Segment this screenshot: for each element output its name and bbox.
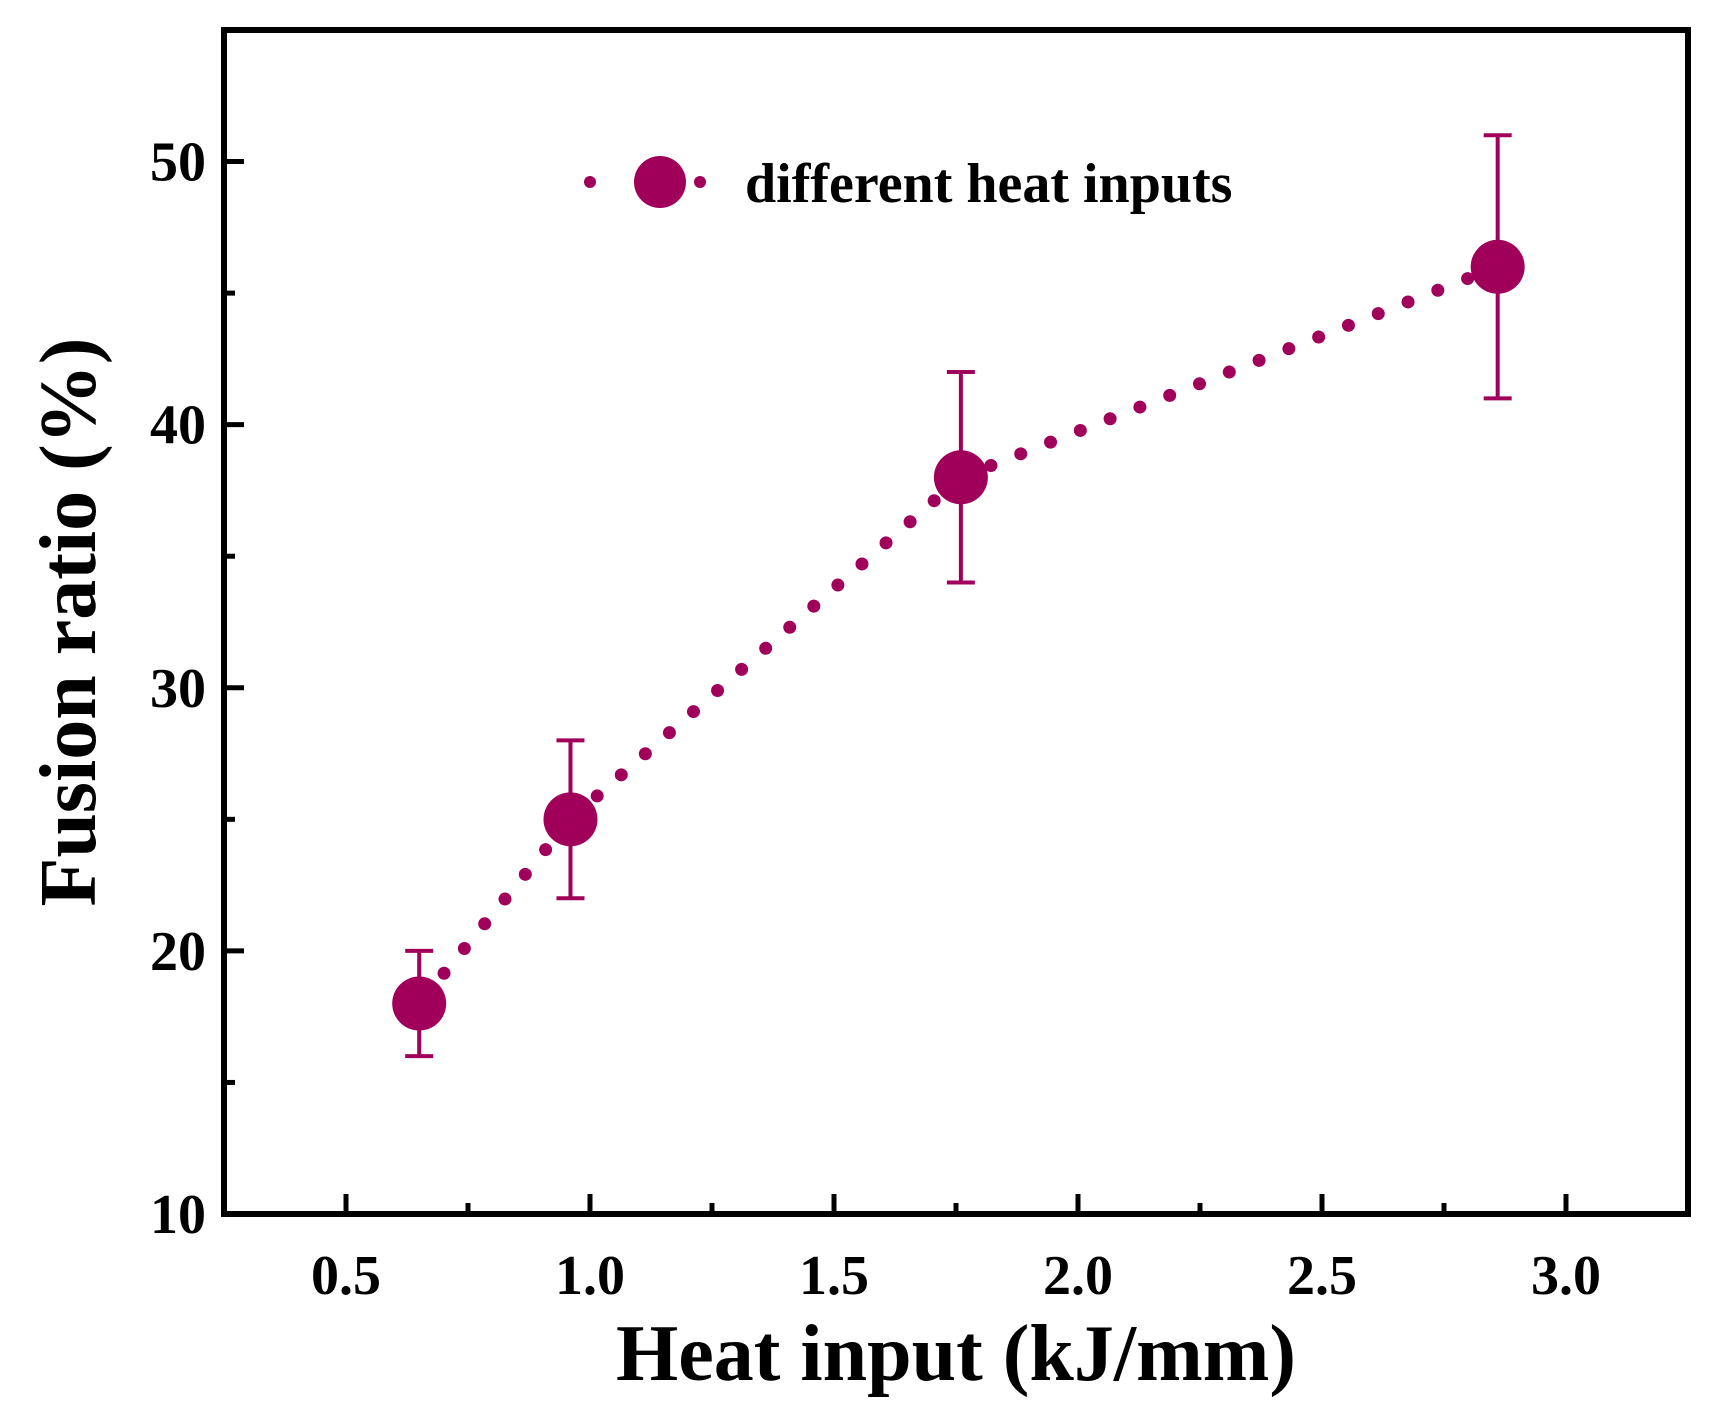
series-line-dot bbox=[1192, 377, 1206, 391]
y-tick-label: 40 bbox=[150, 395, 206, 457]
series-line-dot bbox=[518, 867, 532, 881]
y-tick-label: 30 bbox=[150, 658, 206, 720]
series-line-dot bbox=[1461, 272, 1475, 286]
series-line-dot bbox=[855, 557, 869, 571]
series-line-dot bbox=[437, 966, 451, 980]
y-tick-label: 20 bbox=[150, 921, 206, 983]
series-line-dot bbox=[984, 458, 998, 472]
x-tick-label: 0.5 bbox=[311, 1245, 381, 1307]
legend-label: different heat inputs bbox=[745, 153, 1232, 215]
series-line-dot bbox=[662, 726, 676, 740]
series-line-dot bbox=[498, 892, 512, 906]
legend-dot-right bbox=[694, 176, 706, 188]
series-line-dot bbox=[735, 662, 749, 676]
series-line-dot bbox=[1401, 295, 1415, 309]
series-line-dot bbox=[1073, 423, 1087, 437]
series-line-dot bbox=[807, 599, 821, 613]
series-line-dot bbox=[831, 578, 845, 592]
x-tick-label: 1.5 bbox=[799, 1245, 869, 1307]
y-tick-label: 50 bbox=[150, 132, 206, 194]
x-tick-label: 1.0 bbox=[555, 1245, 625, 1307]
series-line-dot bbox=[1282, 342, 1296, 356]
series-line-dot bbox=[1431, 283, 1445, 297]
series-layer bbox=[392, 133, 1525, 1059]
data-point bbox=[1470, 239, 1525, 294]
series-line-dot bbox=[1103, 412, 1117, 426]
data-point bbox=[392, 976, 447, 1031]
series-line-dot bbox=[783, 620, 797, 634]
series-line-dot bbox=[457, 942, 471, 956]
data-point bbox=[543, 792, 598, 847]
data-point bbox=[933, 450, 988, 505]
series-line-dot bbox=[879, 536, 893, 550]
series-line-dot bbox=[1252, 353, 1266, 367]
x-tick-label: 2.0 bbox=[1043, 1245, 1113, 1307]
series-line-dot bbox=[590, 789, 604, 803]
series-line-dot bbox=[1163, 388, 1177, 402]
legend-dot-left bbox=[584, 176, 596, 188]
series-line-dot bbox=[1341, 318, 1355, 332]
series-line-dot bbox=[903, 515, 917, 529]
x-axis-title: Heat input (kJ/mm) bbox=[616, 1310, 1296, 1398]
series-line-dot bbox=[638, 747, 652, 761]
series-line-dot bbox=[1014, 447, 1028, 461]
series-line-dot bbox=[539, 843, 553, 857]
y-axis-ticks: 10 20 30 40 50 bbox=[150, 132, 244, 1246]
series-line-dot bbox=[711, 683, 725, 697]
x-tick-label: 2.5 bbox=[1287, 1245, 1357, 1307]
series-line-dot bbox=[1312, 330, 1326, 344]
series-line-dot bbox=[686, 705, 700, 719]
series-line-dot bbox=[1133, 400, 1147, 414]
legend: different heat inputs bbox=[584, 153, 1232, 215]
x-axis-ticks: 0.5 1.0 1.5 2.0 2.5 3.0 bbox=[311, 1194, 1601, 1307]
series-line-dot bbox=[1222, 365, 1236, 379]
series-line-dot bbox=[478, 917, 492, 931]
series-line-dot bbox=[1371, 307, 1385, 321]
y-tick-label: 10 bbox=[150, 1184, 206, 1246]
series-line-dot bbox=[1044, 435, 1058, 449]
legend-marker bbox=[634, 156, 686, 208]
x-tick-label: 3.0 bbox=[1531, 1245, 1601, 1307]
series-line-dot bbox=[614, 768, 628, 782]
series-line-dot bbox=[759, 641, 773, 655]
series-line-dot bbox=[927, 494, 941, 508]
y-axis-title: Fusion ratio (%) bbox=[25, 338, 113, 907]
